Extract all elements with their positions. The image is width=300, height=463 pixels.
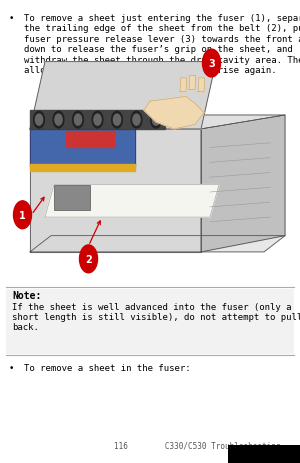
Circle shape [152,115,160,126]
Polygon shape [201,116,285,252]
Circle shape [74,115,82,126]
Circle shape [112,112,122,129]
Polygon shape [144,97,204,130]
Text: 3: 3 [208,59,215,69]
Polygon shape [30,63,216,130]
Polygon shape [180,79,187,93]
Text: •: • [9,363,14,372]
Circle shape [92,112,103,129]
Circle shape [202,50,220,78]
Bar [6,289,294,354]
Text: To remove a sheet just entering the fuser (1), separate
the trailing edge of the: To remove a sheet just entering the fuse… [24,14,300,75]
Polygon shape [45,185,219,218]
Text: If the sheet is well advanced into the fuser (only a
short length is still visib: If the sheet is well advanced into the f… [12,302,300,332]
Circle shape [133,115,140,126]
Text: 1: 1 [19,210,26,220]
Bar [54,185,90,211]
Text: Note:: Note: [12,291,41,301]
Polygon shape [189,76,196,90]
Circle shape [53,112,64,129]
Text: 116        C330/C530 Troubleshooting: 116 C330/C530 Troubleshooting [114,441,280,450]
Text: •: • [9,14,14,23]
Circle shape [113,115,121,126]
Text: 2: 2 [85,254,92,264]
Circle shape [80,245,98,273]
Polygon shape [30,111,165,130]
Polygon shape [198,79,205,93]
Polygon shape [30,130,201,252]
Circle shape [73,112,83,129]
Circle shape [94,115,101,126]
Circle shape [34,112,44,129]
Circle shape [55,115,62,126]
Polygon shape [30,236,285,252]
Polygon shape [66,132,114,148]
Circle shape [151,112,161,129]
Text: To remove a sheet in the fuser:: To remove a sheet in the fuser: [24,363,191,372]
Bar [228,445,300,463]
Polygon shape [30,116,285,130]
Circle shape [131,112,142,129]
Polygon shape [30,130,135,167]
Circle shape [35,115,43,126]
Polygon shape [30,164,135,171]
Circle shape [14,201,32,229]
